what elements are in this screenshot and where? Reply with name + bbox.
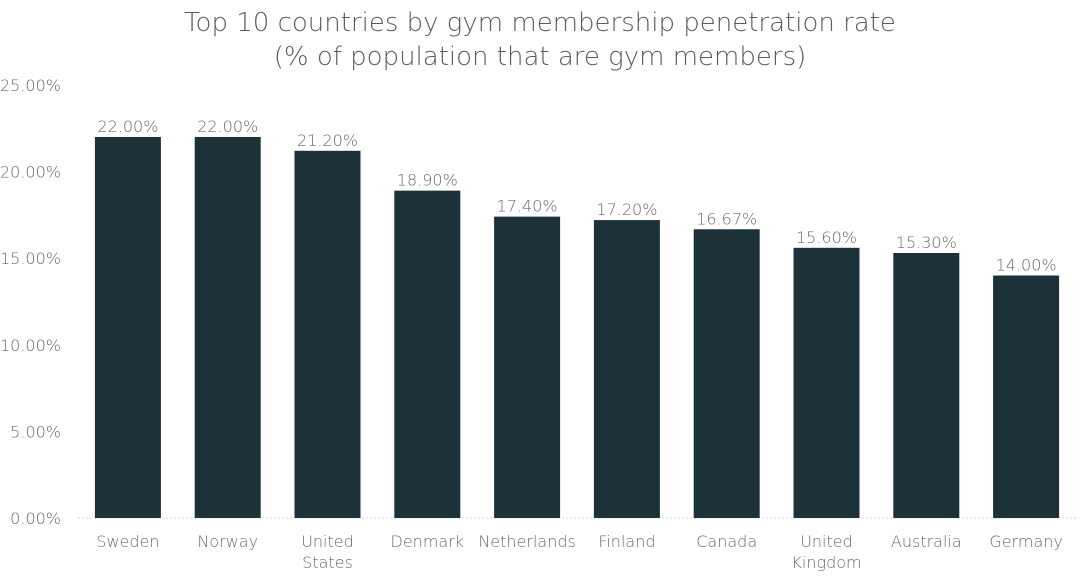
data-label: 17.40%: [497, 197, 558, 216]
x-tick-label: Kingdom: [791, 553, 861, 572]
x-tick-label: Australia: [891, 532, 962, 551]
y-tick-label: 15.00%: [0, 249, 61, 268]
bar-australia: [893, 253, 960, 518]
y-tick-label: 25.00%: [0, 76, 61, 95]
bar-netherlands: [494, 216, 561, 518]
data-label: 14.00%: [996, 256, 1057, 275]
data-label: 21.20%: [297, 131, 358, 150]
bar-sweden: [94, 136, 161, 518]
x-tick-label: Finland: [598, 532, 655, 551]
y-tick-label: 20.00%: [0, 163, 61, 182]
bar-germany: [993, 275, 1060, 518]
data-label: 15.60%: [796, 228, 857, 247]
bars: 22.00% 22.00% 21.20% 18.90% 17.40% 17.20% 16.6…: [94, 117, 1060, 519]
x-tick-label: Canada: [696, 532, 757, 551]
data-label: 22.00%: [197, 117, 258, 136]
y-axis: 0.00% 5.00% 10.00% 15.00% 20.00% 25.00%: [0, 76, 61, 528]
bar-denmark: [394, 190, 461, 519]
x-tick-label: United: [800, 532, 853, 551]
y-tick-label: 10.00%: [0, 336, 61, 355]
data-label: 17.20%: [596, 200, 657, 219]
bar-finland: [593, 220, 660, 518]
chart-subtitle: (% of population that are gym members): [274, 42, 807, 72]
x-tick-label: States: [302, 553, 353, 572]
x-axis: Sweden Norway United States Denmark Netherlan…: [96, 532, 1063, 572]
data-label: 22.00%: [97, 117, 158, 136]
bar-united-states: [294, 150, 361, 519]
x-tick-label: Netherlands: [478, 532, 576, 551]
y-tick-label: 5.00%: [10, 422, 61, 441]
bar-norway: [194, 136, 261, 518]
bar-canada: [693, 229, 760, 518]
x-tick-label: United: [301, 532, 354, 551]
data-label: 18.90%: [397, 171, 458, 190]
chart-title: Top 10 countries by gym membership penet…: [184, 8, 896, 38]
y-tick-label: 0.00%: [10, 509, 61, 528]
x-tick-label: Germany: [989, 532, 1063, 551]
data-label: 15.30%: [896, 233, 957, 252]
x-tick-label: Sweden: [96, 532, 159, 551]
bar-united-kingdom: [793, 247, 860, 519]
data-label: 16.67%: [696, 209, 757, 228]
x-tick-label: Denmark: [391, 532, 465, 551]
x-tick-label: Norway: [197, 532, 258, 551]
